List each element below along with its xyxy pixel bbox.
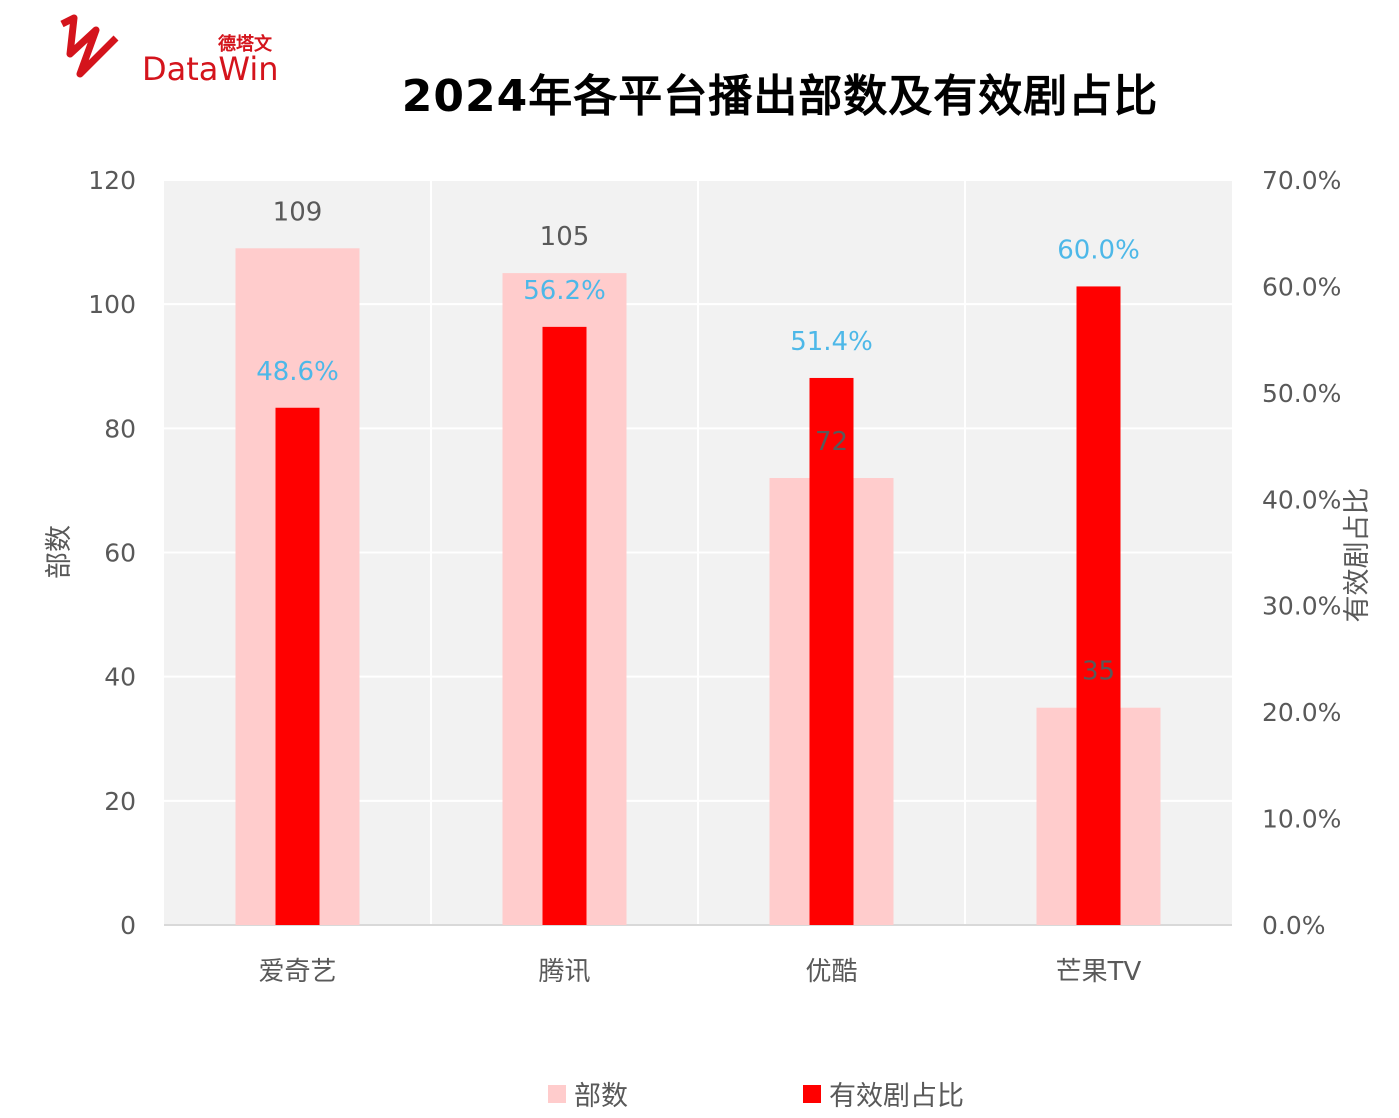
legend-item-count: 部数 xyxy=(548,1074,628,1113)
y2-tick-label: 50.0% xyxy=(1262,379,1341,408)
bar-ratio xyxy=(542,326,587,925)
y2-tick-label: 60.0% xyxy=(1262,272,1341,301)
legend-label-ratio: 有效剧占比 xyxy=(829,1081,964,1112)
y-tick-label: 20 xyxy=(104,787,136,816)
data-label-ratio: 56.2% xyxy=(523,276,606,306)
legend-label-count: 部数 xyxy=(574,1081,628,1112)
data-label-ratio: 60.0% xyxy=(1057,235,1140,265)
y2-tick-label: 10.0% xyxy=(1262,805,1341,834)
y2-tick-label: 20.0% xyxy=(1262,698,1341,727)
logo-cn: 德塔文 xyxy=(218,33,273,55)
data-label-ratio: 51.4% xyxy=(790,327,873,357)
y2-tick-label: 70.0% xyxy=(1262,166,1341,195)
y-axis-title: 部数 xyxy=(44,525,75,579)
y2-tick-label: 40.0% xyxy=(1262,485,1341,514)
y-tick-label: 100 xyxy=(88,290,136,319)
y2-tick-label: 30.0% xyxy=(1262,592,1341,621)
legend-item-ratio: 有效剧占比 xyxy=(803,1074,964,1113)
x-tick-label: 优酷 xyxy=(805,957,857,987)
y-tick-label: 40 xyxy=(104,663,136,692)
legend-swatch-ratio xyxy=(803,1084,821,1103)
data-label-count: 72 xyxy=(815,427,848,457)
data-label-count: 109 xyxy=(273,197,323,227)
logo-mark xyxy=(60,14,119,78)
logo-en: DataWin xyxy=(142,50,279,88)
bar-ratio xyxy=(809,377,854,925)
data-label-count: 105 xyxy=(540,222,590,252)
data-label-ratio: 48.6% xyxy=(256,357,339,387)
legend-swatch-count xyxy=(548,1084,566,1103)
x-tick-label: 芒果TV xyxy=(1056,957,1142,987)
data-label-count: 35 xyxy=(1082,657,1115,687)
x-tick-label: 腾讯 xyxy=(538,957,590,987)
bar-ratio xyxy=(1076,286,1121,925)
y-tick-label: 120 xyxy=(88,166,136,195)
y2-tick-label: 0.0% xyxy=(1262,911,1326,940)
bar-ratio xyxy=(275,407,320,925)
y-tick-label: 80 xyxy=(104,414,136,443)
x-tick-label: 爱奇艺 xyxy=(258,957,336,987)
y2-axis-title: 有效剧占比 xyxy=(1342,488,1373,623)
datawin-logo: 德塔文 DataWin xyxy=(56,14,296,94)
y-tick-label: 0 xyxy=(120,911,136,940)
chart-title: 2024年各平台播出部数及有效剧占比 xyxy=(401,71,1159,122)
bar-chart: 0 20 40 60 80 100 120 0.0% 10.0% 20.0% 30.0% 40.0% 5… xyxy=(44,166,1373,987)
y-tick-label: 60 xyxy=(104,539,136,568)
